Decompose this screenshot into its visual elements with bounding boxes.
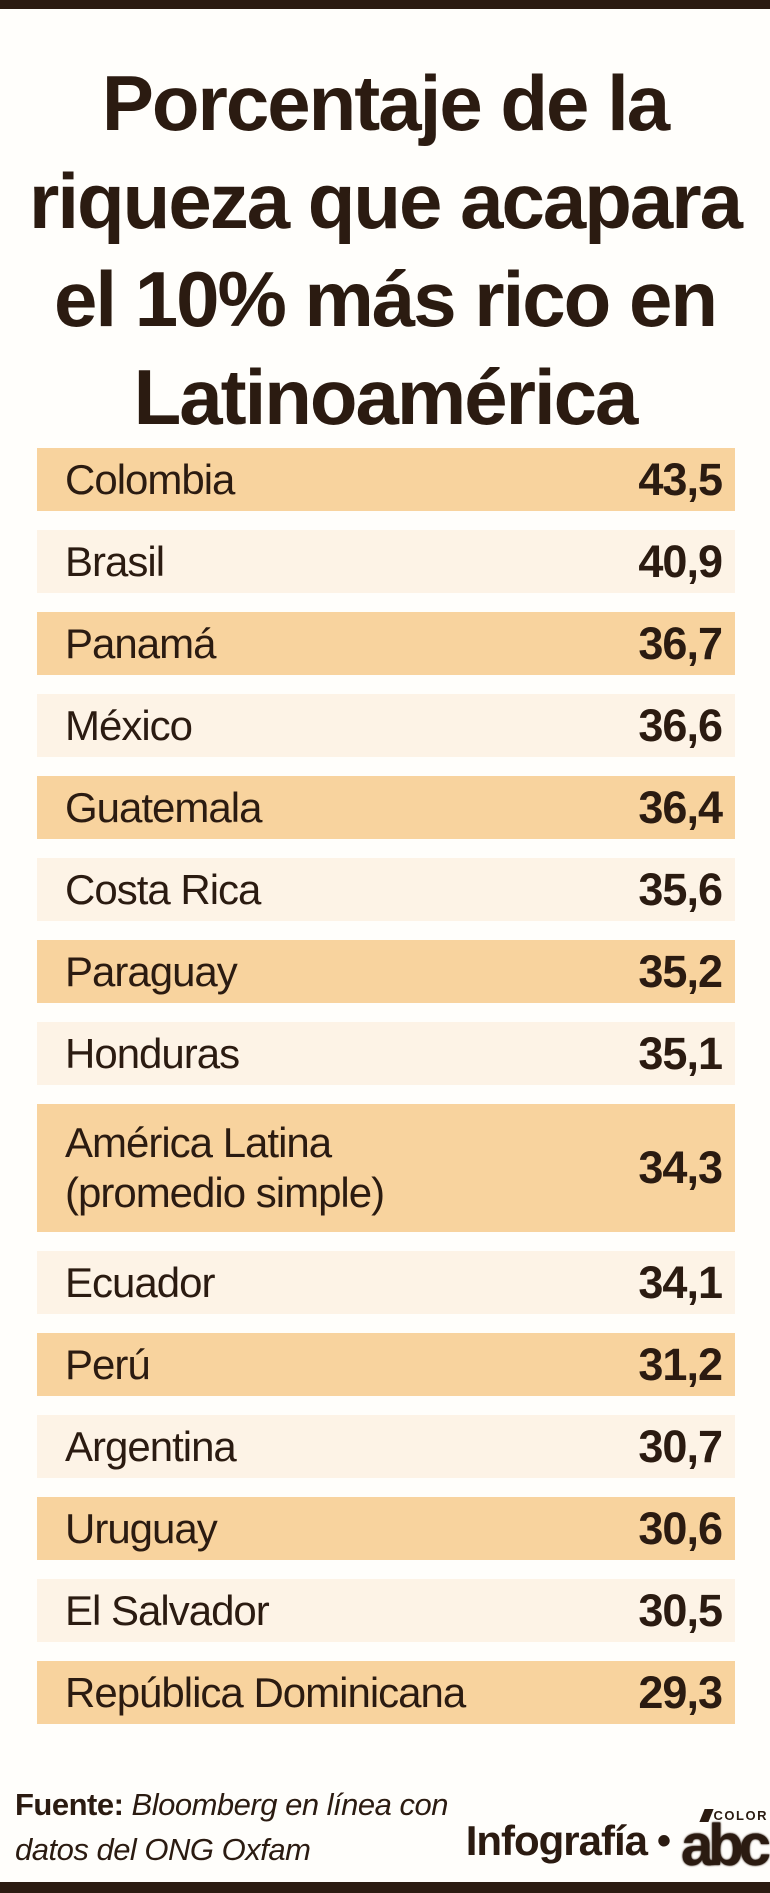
- source-note: Fuente: Bloomberg en línea con datos del…: [15, 1782, 460, 1872]
- table-row: Argentina 30,7: [37, 1415, 735, 1478]
- table-row: México 36,6: [37, 694, 735, 757]
- row-value: 36,7: [638, 617, 723, 669]
- table-row: El Salvador 30,5: [37, 1579, 735, 1642]
- row-value: 36,6: [638, 699, 723, 751]
- row-value: 35,2: [638, 945, 723, 997]
- row-value: 43,5: [638, 453, 723, 505]
- table-row: Ecuador 34,1: [37, 1251, 735, 1314]
- row-label: Panamá: [65, 619, 216, 667]
- row-value: 35,1: [638, 1027, 723, 1079]
- ranking-table: Colombia 43,5 Brasil 40,9 Panamá 36,7 Mé…: [37, 448, 735, 1743]
- row-value: 36,4: [638, 781, 723, 833]
- row-label: Honduras: [65, 1029, 240, 1077]
- row-value: 30,7: [638, 1420, 723, 1472]
- credit: Infografía • COLOR abc: [465, 1808, 770, 1875]
- row-label: Costa Rica: [65, 865, 261, 913]
- page-title: Porcentaje de la riqueza que acapara el …: [29, 59, 743, 442]
- table-row: Costa Rica 35,6: [37, 858, 735, 921]
- row-value: 34,1: [638, 1256, 723, 1308]
- table-row: Paraguay 35,2: [37, 940, 735, 1003]
- table-row: Perú 31,2: [37, 1333, 735, 1396]
- top-border-bar: [0, 0, 770, 9]
- source-label: Fuente:: [15, 1787, 124, 1822]
- row-value: 40,9: [638, 535, 723, 587]
- abc-logo-color-tag: COLOR: [702, 1808, 768, 1823]
- credit-label: Infografía: [465, 1817, 648, 1864]
- table-row: Honduras 35,1: [37, 1022, 735, 1085]
- source-text: Bloomberg en línea con datos del ONG Oxf…: [15, 1787, 449, 1867]
- abc-logo-text: abc: [681, 1813, 770, 1878]
- table-row: Colombia 43,5: [37, 448, 735, 511]
- row-label: Argentina: [65, 1422, 237, 1470]
- row-label: Brasil: [65, 537, 165, 585]
- abc-logo: COLOR abc: [681, 1808, 770, 1875]
- row-value: 29,3: [638, 1666, 723, 1718]
- bottom-border-bar: [0, 1882, 770, 1893]
- table-row: República Dominicana 29,3: [37, 1661, 735, 1724]
- row-label: Guatemala: [65, 783, 262, 831]
- row-value: 34,3: [638, 1142, 723, 1193]
- table-row: Guatemala 36,4: [37, 776, 735, 839]
- bullet-separator: •: [657, 1819, 672, 1863]
- table-row: Panamá 36,7: [37, 612, 735, 675]
- row-value: 31,2: [638, 1338, 723, 1390]
- table-row: América Latina (promedio simple) 34,3: [37, 1104, 735, 1232]
- row-label: Paraguay: [65, 947, 238, 995]
- row-label: América Latina (promedio simple): [65, 1119, 385, 1216]
- row-label: Perú: [65, 1340, 151, 1388]
- row-label: República Dominicana: [65, 1668, 466, 1716]
- row-label: Uruguay: [65, 1504, 218, 1552]
- table-row: Uruguay 30,6: [37, 1497, 735, 1560]
- row-label: Colombia: [65, 455, 235, 503]
- row-label: México: [65, 701, 193, 749]
- table-row: Brasil 40,9: [37, 530, 735, 593]
- row-label: El Salvador: [65, 1586, 270, 1634]
- row-value: 35,6: [638, 863, 723, 915]
- row-value: 30,6: [638, 1502, 723, 1554]
- row-label: Ecuador: [65, 1258, 215, 1306]
- row-value: 30,5: [638, 1584, 723, 1636]
